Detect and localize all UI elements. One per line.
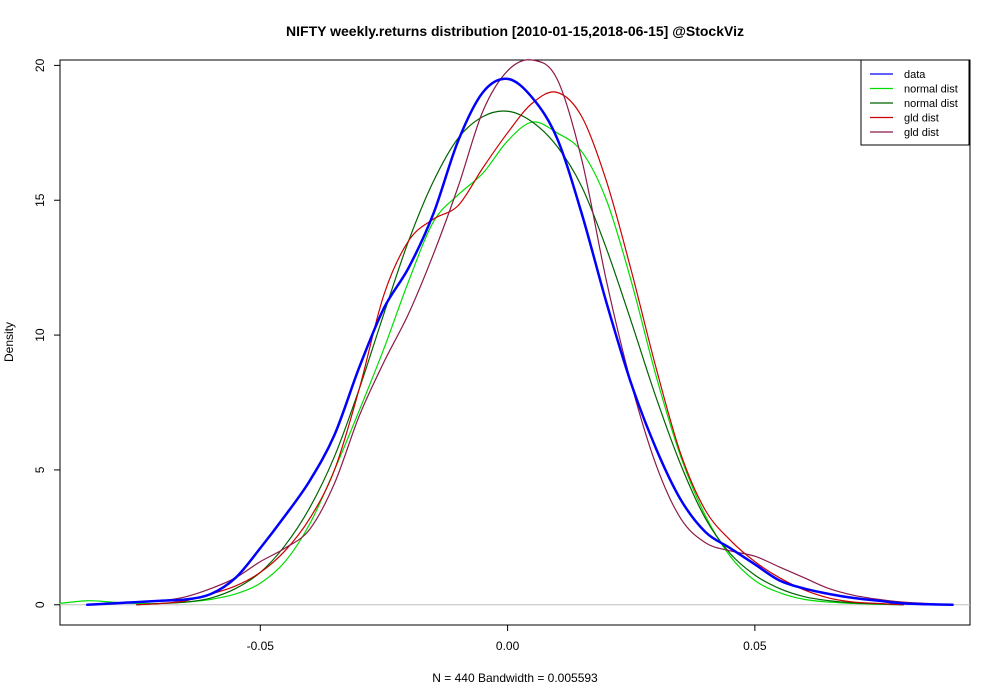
series-line-1 <box>59 121 904 606</box>
x-axis: -0.05 0.00 0.05 <box>247 625 767 653</box>
y-axis-label: Density <box>2 322 16 362</box>
y-tick-label: 10 <box>33 328 47 342</box>
y-tick-label: 5 <box>33 466 47 473</box>
y-tick-label: 15 <box>33 193 47 207</box>
chart-title: NIFTY weekly.returns distribution [2010-… <box>286 23 744 39</box>
legend-label: normal dist <box>904 84 958 96</box>
plot-frame <box>59 59 971 626</box>
series-lines <box>59 59 954 607</box>
y-tick-label: 20 <box>33 58 47 72</box>
series-line-0 <box>85 77 954 607</box>
legend-label: gld dist <box>904 113 939 125</box>
legend-label: gld dist <box>904 127 939 139</box>
legend-label: data <box>904 69 926 81</box>
series-line-3 <box>136 91 904 606</box>
legend-label: normal dist <box>904 98 958 110</box>
y-tick-label: 0 <box>33 601 47 608</box>
x-tick-label: 0.05 <box>743 639 767 653</box>
x-tick-label: 0.00 <box>496 639 520 653</box>
y-axis: 0 5 10 15 20 <box>33 58 60 608</box>
legend: data normal dist normal dist gld dist gld di… <box>860 59 970 146</box>
x-tick-label: -0.05 <box>247 639 275 653</box>
x-axis-label: N = 440 Bandwidth = 0.005593 <box>432 671 598 685</box>
series-line-2 <box>136 110 904 606</box>
